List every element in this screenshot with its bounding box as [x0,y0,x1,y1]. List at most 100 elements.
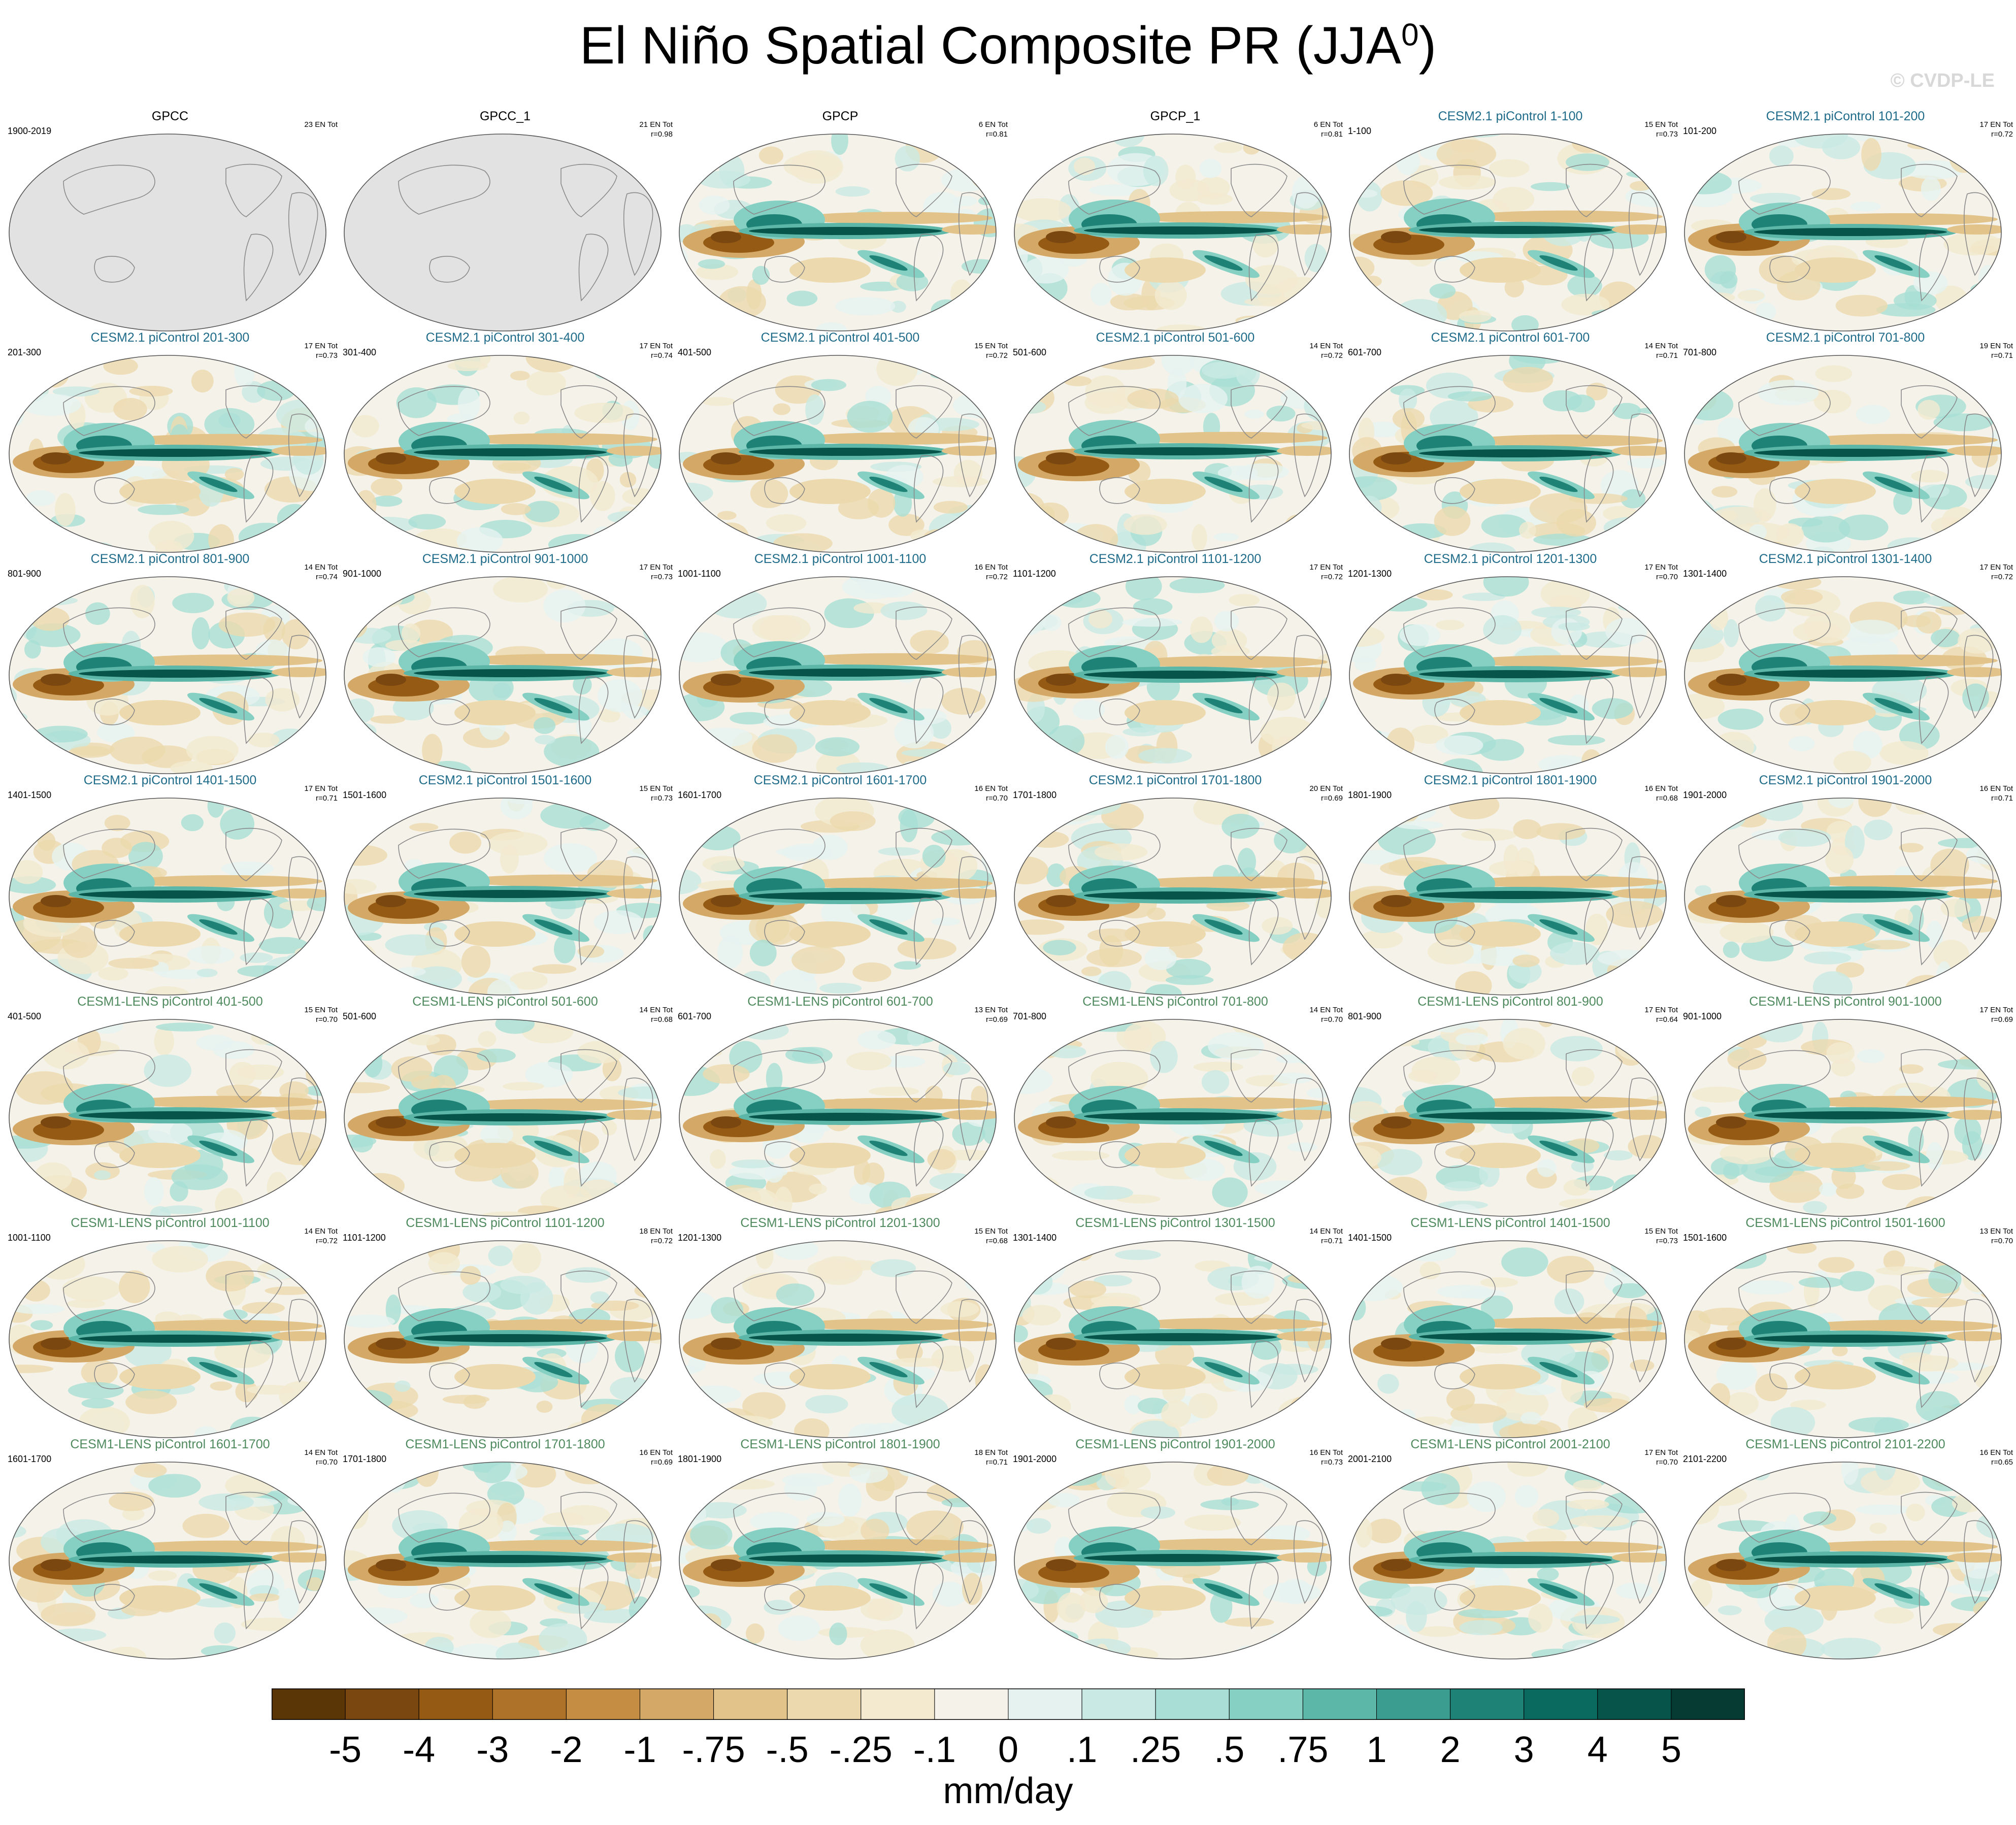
panel-range: 1301-1400 [1013,1233,1057,1243]
map-panel: CESM2.1 piControl 1501-1600 1501-1600 15 E… [338,773,673,996]
panel-stats: 21 EN Tot r=0.98 [639,120,673,139]
coastline [225,606,282,660]
colorbar-swatch [566,1688,641,1720]
coastline [913,1562,944,1630]
map-field [344,134,661,331]
panel-title: CESM2.1 piControl 1901-2000 [1759,773,1932,787]
map-border [9,134,326,331]
panel-stat: r=0.64 [1656,1015,1678,1024]
map-border [1014,576,1332,774]
panel-stat: 17 EN Tot [1309,563,1343,572]
coastline [288,192,318,276]
coastline [1769,1363,1810,1389]
coastline [578,234,609,302]
panel-stats: 16 EN Tot r=0.69 [639,1448,673,1467]
coastline [1769,920,1810,947]
map-panel: CESM2.1 piControl 1801-1900 1801-1900 16 E… [1343,773,1678,996]
coastline [733,1492,825,1543]
map-border [679,1240,997,1438]
coastline [578,1562,609,1630]
coastline [1294,413,1324,497]
coastline [1403,1271,1496,1321]
coastline [623,192,653,276]
map-panel: CESM2.1 piControl 401-500 401-500 15 EN To… [673,330,1008,553]
map-panel: CESM2.1 piControl 901-1000 901-1000 17 EN … [338,551,673,774]
panel-range: 1501-1600 [1683,1233,1727,1243]
title-superscript: 0 [1401,17,1419,53]
coastline [429,1584,470,1611]
coastline [896,1270,952,1324]
coastline [1068,1271,1161,1321]
panel-range: 1001-1100 [8,1233,51,1243]
coastline [1434,1363,1475,1389]
coastline [1403,607,1496,657]
precip-map [1349,1019,1667,1217]
panel-title: GPCC_1 [479,109,531,123]
panel-stat: 17 EN Tot [1979,1006,2013,1014]
coastline [1068,1050,1161,1100]
coastline [429,477,470,504]
coastline [1919,234,1949,302]
map-field [9,798,326,995]
coastline [764,1141,805,1168]
coastline [1231,1270,1287,1324]
coastline [913,898,944,966]
coastline [1964,1077,1994,1162]
coastline [1919,1562,1949,1630]
map-panel: GPCC_1 21 EN Tot r=0.98 [338,109,673,331]
colorbar-swatch [1155,1688,1230,1720]
map-border [344,1019,662,1217]
panel-stat: 17 EN Tot [1644,563,1678,572]
coastline [1248,1340,1279,1408]
colorbar-swatch [1229,1688,1303,1720]
map-panel: CESM1-LENS piControl 501-600 501-600 14 EN… [338,994,673,1217]
coastline [913,234,944,302]
map-border [1014,1240,1332,1438]
coastline [1248,234,1279,302]
panel-range: 1601-1700 [678,790,722,800]
coastline [1566,827,1623,881]
map-field [9,577,326,774]
map-panel: CESM2.1 piControl 601-700 601-700 14 EN To… [1343,330,1678,553]
coastline [1403,1492,1496,1543]
panel-title: CESM1-LENS piControl 901-1000 [1749,994,1942,1009]
colorbar-swatch [640,1688,714,1720]
colorbar-swatch [272,1688,346,1720]
coastline [398,1492,490,1543]
map-panel: CESM1-LENS piControl 1301-1500 1301-1400 1… [1008,1215,1343,1438]
map-panel: CESM2.1 piControl 1-100 1-100 15 EN Tot r=0… [1343,109,1678,331]
panel-stat: 16 EN Tot [974,563,1008,572]
panel-range: 1301-1400 [1683,569,1727,579]
coastline [94,1363,135,1389]
coastline [1769,1584,1810,1611]
panel-stats: 17 EN Tot r=0.74 [639,341,673,360]
map-field [9,1462,326,1659]
panel-stat: 15 EN Tot [304,1006,338,1014]
map-border [1349,355,1667,553]
coastline [1566,1491,1623,1545]
panel-stat: r=0.72 [1321,573,1343,581]
coastline [578,1340,609,1408]
coastline [578,1119,609,1187]
panel-stat: 19 EN Tot [1979,342,2013,350]
precip-map [679,576,997,774]
coastline [1068,828,1161,879]
panel-range: 1901-2000 [1683,790,1727,800]
precip-map [9,1019,326,1217]
panel-stat: r=0.70 [1656,1458,1678,1467]
panel-range: 901-1000 [1683,1011,1722,1021]
colorbar-label: mm/day [943,1771,1073,1811]
panel-stat: 16 EN Tot [1979,1448,2013,1457]
map-panel: GPCP 6 EN Tot r=0.81 [673,109,1008,331]
panel-stat: r=0.72 [651,1237,673,1245]
coastline [1629,1299,1659,1383]
coastline [63,386,155,436]
coastline [288,1299,318,1383]
coastline [959,1520,988,1604]
panel-stat: 17 EN Tot [639,342,673,350]
colorbar-swatch [1302,1688,1377,1720]
coastline [896,385,952,439]
panel-stats: 17 EN Tot r=0.72 [1979,562,2013,582]
colorbar-tick-label: -2 [550,1730,583,1770]
panel-stat: r=0.68 [1656,794,1678,803]
